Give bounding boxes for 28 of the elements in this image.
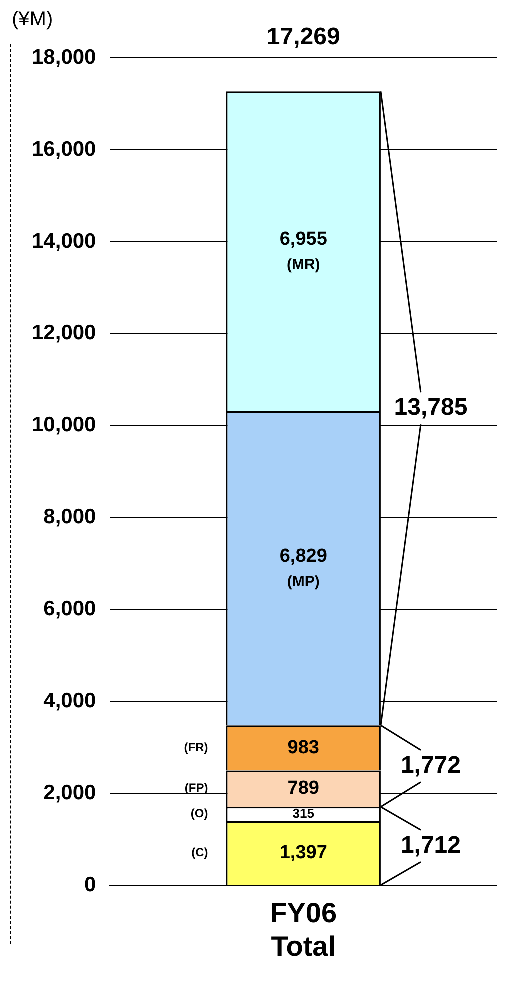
text: 13,785	[394, 394, 468, 422]
data-label: 315	[292, 806, 314, 821]
y-axis-title: (¥M)	[12, 8, 54, 31]
x-tick-label: FY06 Total	[270, 897, 338, 962]
y-tick-label: 8,000	[44, 506, 96, 529]
series-label: (FP)	[184, 781, 208, 796]
y-tick-label: 14,000	[32, 230, 96, 253]
data-label: 1,397	[280, 842, 328, 864]
data-label: 983	[288, 737, 320, 758]
y-tick-label: 16,000	[32, 138, 96, 161]
y-tick-label: 12,000	[32, 322, 96, 345]
series-label: (O)	[190, 806, 208, 821]
y-tick-label: 6,000	[44, 598, 96, 621]
data-label: 789	[288, 778, 320, 800]
data-label: 6,829	[280, 546, 328, 567]
series-label: (MR)	[286, 256, 320, 274]
series-label: (MP)	[287, 574, 320, 591]
text: 1,772	[400, 752, 461, 779]
data-label: 6,955	[280, 228, 328, 250]
series-label: (FR)	[184, 740, 208, 754]
y-tick-label: 4,000	[44, 690, 96, 713]
series-label: (C)	[192, 846, 208, 860]
total-label: 17,269	[266, 23, 340, 50]
y-tick-label: 18,000	[32, 46, 96, 69]
y-tick-label: 0	[84, 874, 96, 897]
y-tick-label: 10,000	[32, 414, 96, 437]
text: 1,712	[400, 832, 461, 859]
y-tick-label: 2,000	[44, 782, 96, 805]
